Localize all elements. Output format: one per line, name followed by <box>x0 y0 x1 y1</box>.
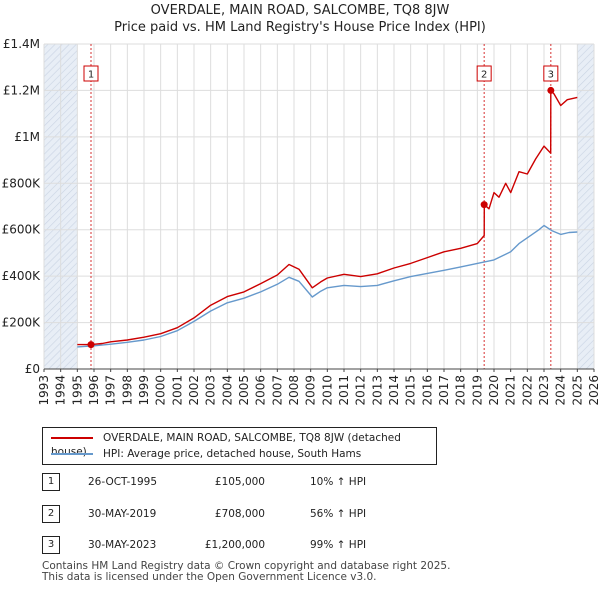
sale-hpi-change: 56% ↑ HPI <box>310 508 367 520</box>
sale-label-number: 3 <box>548 70 554 81</box>
sale-price: £708,000 <box>214 508 265 520</box>
sale-point <box>480 201 488 209</box>
chart-subtitle: Price paid vs. HM Land Registry's House … <box>114 20 486 35</box>
y-tick-label: £400K <box>2 269 42 283</box>
x-tick-label: 2022 <box>520 375 534 406</box>
x-tick-label: 1994 <box>54 375 68 406</box>
sale-label-box <box>83 65 99 82</box>
legend: OVERDALE, MAIN ROAD, SALCOMBE, TQ8 8JW (… <box>42 427 437 465</box>
sale-hpi-change: 99% ↑ HPI <box>310 539 367 551</box>
x-tick-label: 2008 <box>287 375 301 406</box>
x-tick-label: 1993 <box>37 375 51 406</box>
y-tick-label: £1.2M <box>3 83 40 97</box>
x-tick-label: 2012 <box>354 375 368 406</box>
property-price-line <box>77 89 578 346</box>
y-tick-label: £600K <box>2 223 42 237</box>
x-tick-label: 2003 <box>204 375 218 406</box>
x-tick-label: 2004 <box>220 375 234 406</box>
x-tick-label: 1999 <box>137 375 151 406</box>
y-tick-label: £800K <box>2 176 42 190</box>
x-tick-label: 2001 <box>170 375 184 406</box>
x-tick-label: 2014 <box>387 375 401 406</box>
x-tick-label: 2017 <box>437 375 451 406</box>
x-tick-label: 2021 <box>504 375 518 406</box>
hpi-line <box>77 224 578 348</box>
chart-title: OVERDALE, MAIN ROAD, SALCOMBE, TQ8 8JW <box>150 3 450 18</box>
legend-label-property: OVERDALE, MAIN ROAD, SALCOMBE, TQ8 8JW (… <box>51 432 401 458</box>
x-tick-label: 2026 <box>587 375 600 406</box>
y-tick-label: £200K <box>2 316 42 330</box>
sale-price: £105,000 <box>214 476 265 488</box>
sale-label-box <box>476 65 492 82</box>
sale-number-badge: 1 <box>42 473 60 491</box>
x-tick-label: 2023 <box>537 375 551 406</box>
legend-item-hpi: HPI: Average price, detached house, Sout… <box>51 447 361 461</box>
x-tick-label: 2010 <box>320 375 334 406</box>
x-tick-label: 2009 <box>304 375 318 406</box>
sale-label-number: 1 <box>88 70 94 81</box>
x-tick-label: 2016 <box>420 375 434 406</box>
y-tick-label: £0 <box>25 362 40 376</box>
x-tick-label: 2015 <box>404 375 418 406</box>
x-tick-label: 2013 <box>370 375 384 406</box>
x-tick-label: 1996 <box>87 375 101 406</box>
x-tick-label: 2024 <box>554 375 568 406</box>
footer-copyright: Contains HM Land Registry data © Crown c… <box>42 560 451 572</box>
legend-item-property: OVERDALE, MAIN ROAD, SALCOMBE, TQ8 8JW (… <box>51 431 436 458</box>
sale-date: 30-MAY-2019 <box>88 508 157 520</box>
footer: Contains HM Land Registry data © Crown c… <box>42 561 450 583</box>
x-tick-label: 2025 <box>570 375 584 406</box>
x-tick-label: 2007 <box>270 375 284 406</box>
x-tick-label: 1995 <box>70 375 84 406</box>
sale-point <box>547 86 555 94</box>
sale-point <box>87 341 95 349</box>
x-tick-label: 2011 <box>337 375 351 406</box>
hatched-region <box>577 44 594 369</box>
y-tick-label: £1M <box>14 130 40 144</box>
x-tick-label: 2018 <box>454 375 468 406</box>
legend-swatch-hpi <box>51 453 93 455</box>
legend-swatch-property <box>51 437 93 439</box>
x-tick-label: 2020 <box>487 375 501 406</box>
sale-label-box <box>543 65 559 82</box>
sale-date: 30-MAY-2023 <box>88 539 157 551</box>
footer-licence: This data is licensed under the Open Gov… <box>42 571 377 583</box>
x-tick-label: 2000 <box>154 375 168 406</box>
sale-label-number: 2 <box>481 70 487 81</box>
x-tick-label: 2005 <box>237 375 251 406</box>
plot-area <box>44 44 594 369</box>
sale-number-badge: 3 <box>42 536 60 554</box>
y-tick-label: £1.4M <box>3 37 40 51</box>
sale-price: £1,200,000 <box>204 539 265 551</box>
x-tick-label: 2002 <box>187 375 201 406</box>
sale-date: 26-OCT-1995 <box>88 476 157 488</box>
sale-number-badge: 2 <box>42 505 60 523</box>
x-tick-label: 1997 <box>104 375 118 406</box>
x-tick-label: 1998 <box>120 375 134 406</box>
x-tick-label: 2006 <box>254 375 268 406</box>
x-tick-label: 2019 <box>470 375 484 406</box>
legend-label-hpi: HPI: Average price, detached house, Sout… <box>103 448 362 460</box>
sale-hpi-change: 10% ↑ HPI <box>310 476 367 488</box>
